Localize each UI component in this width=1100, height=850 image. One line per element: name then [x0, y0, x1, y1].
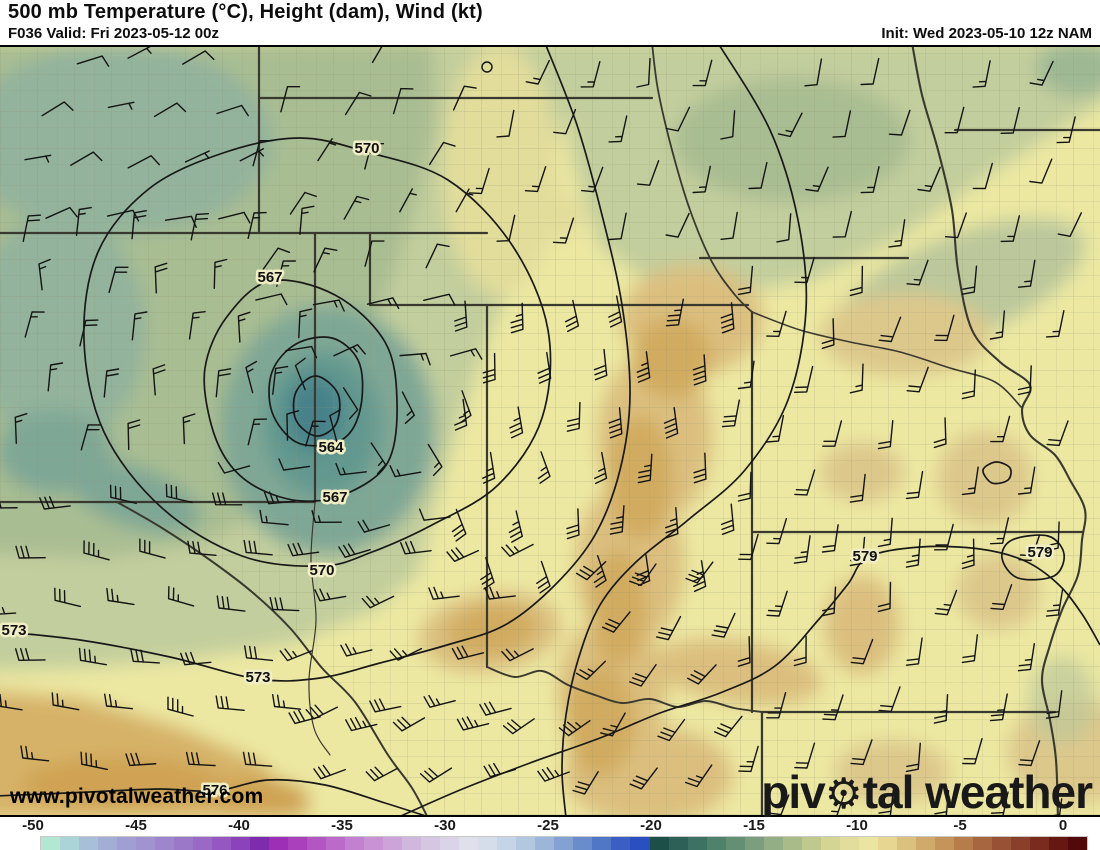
colorbar-segment — [972, 837, 992, 850]
colorbar-segment — [801, 837, 821, 850]
colorbar-tick-label: -50 — [22, 817, 44, 834]
colorbar-segment — [554, 837, 574, 850]
colorbar-segment — [896, 837, 916, 850]
colorbar-segment — [573, 837, 593, 850]
colorbar-segment — [915, 837, 935, 850]
state-borders-layer — [0, 47, 1100, 815]
wind-barbs-layer — [0, 47, 1083, 815]
colorbar-tick-label: -40 — [228, 817, 250, 834]
colorbar-segment — [1048, 837, 1068, 850]
colorbar-segment — [744, 837, 764, 850]
contour-labels-layer: 570 570 567 567 564 573 573 576 579 579 — [0, 138, 1055, 802]
svg-text:564: 564 — [318, 439, 344, 456]
watermark-url: www.pivotalweather.com — [10, 785, 264, 808]
colorbar-segment — [269, 837, 289, 850]
colorbar-tick-label: -35 — [331, 817, 353, 834]
logo-text-pre: piv — [761, 765, 825, 818]
colorbar-segment — [421, 837, 441, 850]
svg-text:567: 567 — [322, 489, 347, 506]
temperature-colorbar: -50 -45 -40 -35 -30 -25 -20 -15 -10 -5 0 — [0, 817, 1100, 850]
colorbar-segment — [60, 837, 80, 850]
colorbar-segment — [79, 837, 99, 850]
colorbar-tick-label: -30 — [434, 817, 456, 834]
colorbar-segment — [1010, 837, 1030, 850]
colorbar-segment — [307, 837, 327, 850]
colorbar-tick-label: -25 — [537, 817, 559, 834]
colorbar-tick-label: -20 — [640, 817, 662, 834]
colorbar-segment — [592, 837, 612, 850]
colorbar-segment — [763, 837, 783, 850]
pivotal-weather-logo: piv⚙tal weather — [761, 765, 1093, 818]
svg-text:573: 573 — [1, 622, 26, 639]
svg-text:579: 579 — [1027, 544, 1052, 561]
svg-text:570: 570 — [309, 562, 334, 579]
colorbar-tick-label: -45 — [125, 817, 147, 834]
colorbar-segment — [478, 837, 498, 850]
calm-wind-station — [481, 61, 493, 73]
colorbar-segment — [193, 837, 213, 850]
colorbar-segment — [212, 837, 232, 850]
colorbar-segment — [326, 837, 346, 850]
colorbar-segment — [782, 837, 802, 850]
colorbar-segment — [1067, 837, 1087, 850]
colorbar-segment — [250, 837, 270, 850]
colorbar-segment — [440, 837, 460, 850]
svg-text:573: 573 — [245, 669, 270, 686]
colorbar-segment — [174, 837, 194, 850]
colorbar-segment — [668, 837, 688, 850]
colorbar-tick-label: -10 — [846, 817, 868, 834]
logo-text-post: tal weather — [862, 765, 1093, 818]
colorbar-segment — [364, 837, 384, 850]
colorbar-segment — [934, 837, 954, 850]
colorbar-tick-label: 0 — [1058, 817, 1068, 834]
colorbar-segment — [497, 837, 517, 850]
page-title: 500 mb Temperature (°C), Height (dam), W… — [8, 1, 483, 23]
svg-text:567: 567 — [257, 269, 282, 286]
colorbar-segment — [402, 837, 422, 850]
colorbar-segment — [345, 837, 365, 850]
colorbar-segment — [630, 837, 650, 850]
colorbar-segment — [231, 837, 251, 850]
colorbar-segment — [383, 837, 403, 850]
valid-time-label: F036 Valid: Fri 2023-05-12 00z — [8, 25, 219, 42]
colorbar-segment — [535, 837, 555, 850]
colorbar-segment — [117, 837, 137, 850]
colorbar-segment — [136, 837, 156, 850]
colorbar-segment — [98, 837, 118, 850]
colorbar-segment — [649, 837, 669, 850]
colorbar-segment — [611, 837, 631, 850]
colorbar-segment — [839, 837, 859, 850]
colorbar-tick-labels: -50 -45 -40 -35 -30 -25 -20 -15 -10 -5 0 — [0, 817, 1100, 835]
colorbar-segment — [1029, 837, 1049, 850]
colorbar-tick-label: -15 — [743, 817, 765, 834]
colorbar-gradient — [40, 836, 1088, 850]
colorbar-segment — [991, 837, 1011, 850]
colorbar-segment — [725, 837, 745, 850]
colorbar-segment — [41, 837, 61, 850]
colorbar-segment — [288, 837, 308, 850]
init-time-label: Init: Wed 2023-05-10 12z NAM — [881, 25, 1092, 42]
colorbar-segment — [155, 837, 175, 850]
height-contours-layer — [0, 47, 1100, 815]
colorbar-tick-label: -5 — [953, 817, 967, 834]
gear-icon: ⚙ — [824, 769, 863, 817]
colorbar-segment — [820, 837, 840, 850]
map-canvas: 570 570 567 567 564 573 573 576 579 579 www.pivot… — [0, 45, 1100, 817]
map-header: 500 mb Temperature (°C), Height (dam), W… — [0, 0, 1100, 45]
colorbar-segment — [858, 837, 878, 850]
colorbar-segment — [459, 837, 479, 850]
svg-text:576: 576 — [202, 782, 227, 799]
svg-text:570: 570 — [354, 140, 379, 157]
colorbar-segment — [706, 837, 726, 850]
colorbar-segment — [877, 837, 897, 850]
colorbar-segment — [687, 837, 707, 850]
svg-text:579: 579 — [852, 548, 877, 565]
colorbar-segment — [953, 837, 973, 850]
colorbar-segment — [516, 837, 536, 850]
weather-map-svg: 570 570 567 567 564 573 573 576 579 579 — [0, 47, 1100, 815]
